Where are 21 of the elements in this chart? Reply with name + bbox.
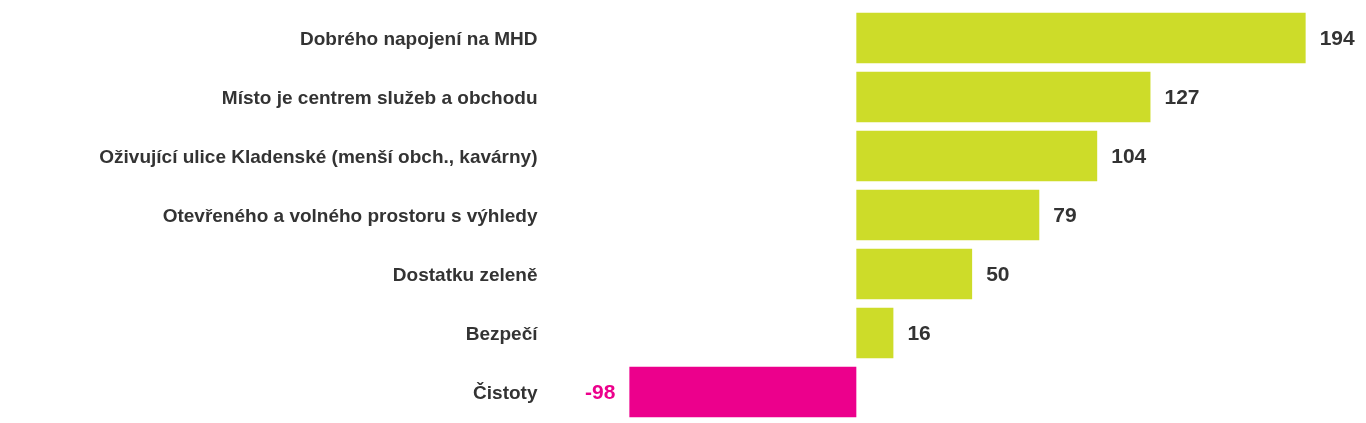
bar (856, 12, 1306, 64)
data-label: 16 (907, 321, 931, 344)
y-tick-label: Místo je centrem služeb a obchodu (221, 86, 538, 108)
bar (856, 189, 1040, 241)
bar (856, 130, 1098, 182)
bar (856, 71, 1151, 123)
data-label: 194 (1319, 26, 1355, 49)
y-tick-label: Otevřeného a volného prostoru s výhledy (162, 204, 538, 226)
y-tick-label: Čistoty (473, 381, 538, 403)
y-tick-label: Oživující ulice Kladenské (menší obch., kavárny) (99, 145, 538, 167)
data-label: 50 (986, 262, 1010, 285)
y-tick-label: Dobrého napojení na MHD (300, 27, 538, 49)
data-label: 79 (1053, 203, 1077, 226)
data-label: -98 (585, 380, 616, 403)
y-tick-label: Bezpečí (465, 322, 539, 344)
data-label: 127 (1164, 85, 1200, 108)
bar (629, 366, 857, 418)
bar (856, 307, 894, 359)
bar (856, 248, 973, 300)
y-tick-label: Dostatku zeleně (392, 263, 538, 285)
data-label: 104 (1111, 144, 1147, 167)
